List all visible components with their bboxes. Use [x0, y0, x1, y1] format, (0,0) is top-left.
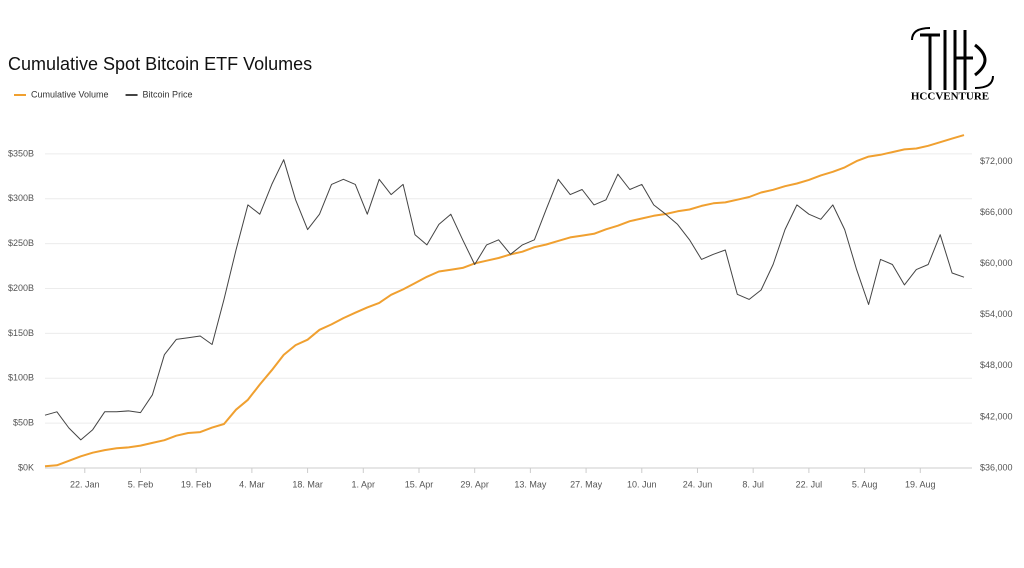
logo-flourish: [911, 27, 994, 89]
series-line: [44, 134, 965, 468]
x-tick-label: 29. Apr: [460, 479, 489, 489]
x-tick-label: 18. Mar: [292, 479, 323, 489]
y-tick-label: $300B: [8, 193, 34, 203]
logo: HCCVENTURE: [911, 27, 994, 103]
x-tick-label: 10. Jun: [627, 479, 657, 489]
x-tick-label: 19. Feb: [181, 479, 212, 489]
y-tick-label: $0K: [18, 462, 34, 472]
chart-title: Cumulative Spot Bitcoin ETF Volumes: [8, 54, 312, 74]
logo-text: HCCVENTURE: [911, 91, 989, 103]
x-tick-label: 27. May: [570, 479, 603, 489]
x-tick-label: 8. Jul: [742, 479, 764, 489]
y-tick-label: $350B: [8, 148, 34, 158]
y2-tick-label: $60,000: [980, 258, 1013, 268]
y2-tick-label: $72,000: [980, 156, 1013, 166]
legend-label: Cumulative Volume: [31, 89, 109, 99]
y2-tick-label: $54,000: [980, 309, 1013, 319]
y-tick-label: $100B: [8, 373, 34, 383]
series-line: [44, 159, 965, 441]
x-tick-label: 24. Jun: [683, 479, 713, 489]
y-tick-label: $50B: [13, 418, 34, 428]
logo-mark: [920, 30, 987, 90]
x-tick-label: 22. Jul: [796, 479, 823, 489]
y-tick-label: $200B: [8, 283, 34, 293]
legend-label: Bitcoin Price: [143, 89, 193, 99]
x-tick-label: 22. Jan: [70, 479, 100, 489]
y2-tick-label: $48,000: [980, 360, 1013, 370]
x-tick-label: 13. May: [514, 479, 547, 489]
y2-tick-label: $42,000: [980, 411, 1013, 421]
y2-tick-label: $36,000: [980, 462, 1013, 472]
x-tick-label: 5. Feb: [128, 479, 154, 489]
x-tick-label: 4. Mar: [239, 479, 265, 489]
x-tick-label: 15. Apr: [405, 479, 434, 489]
y-tick-label: $250B: [8, 238, 34, 248]
y-tick-label: $150B: [8, 328, 34, 338]
x-tick-label: 1. Apr: [352, 479, 376, 489]
x-tick-label: 5. Aug: [852, 479, 878, 489]
x-tick-label: 19. Aug: [905, 479, 936, 489]
y2-tick-label: $66,000: [980, 207, 1013, 217]
